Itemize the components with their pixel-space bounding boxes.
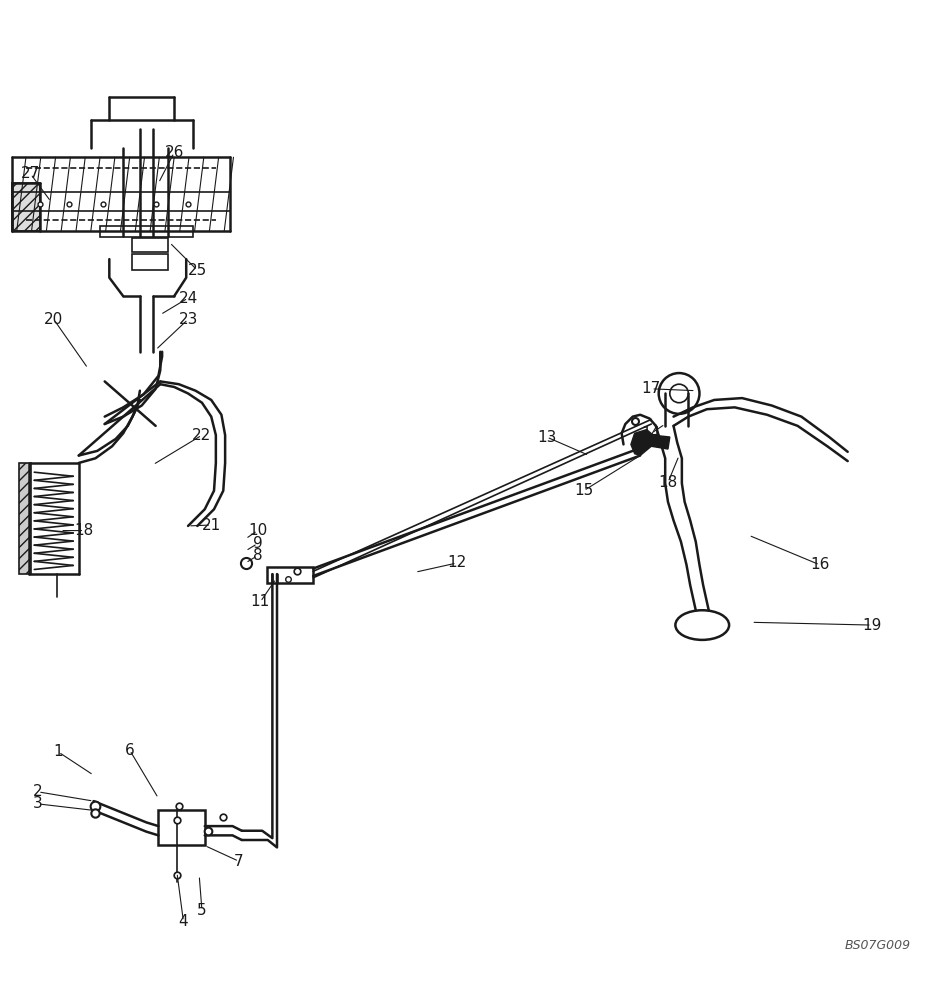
Text: 27: 27: [21, 166, 40, 181]
Text: 3: 3: [34, 796, 43, 811]
Text: 21: 21: [201, 518, 221, 533]
Text: 4: 4: [179, 914, 188, 929]
Text: 20: 20: [44, 312, 63, 327]
Text: 2: 2: [34, 784, 43, 799]
Text: 13: 13: [537, 430, 556, 445]
Text: 25: 25: [187, 263, 207, 278]
Text: 12: 12: [447, 555, 466, 570]
Text: 26: 26: [164, 145, 184, 160]
Polygon shape: [12, 183, 40, 231]
Text: 22: 22: [192, 428, 212, 443]
Text: 16: 16: [810, 557, 829, 572]
Polygon shape: [20, 463, 31, 574]
Text: 17: 17: [641, 381, 661, 396]
Text: 24: 24: [178, 291, 198, 306]
Text: 6: 6: [125, 743, 134, 758]
Text: BS07G009: BS07G009: [844, 939, 911, 952]
Text: 9: 9: [253, 536, 263, 551]
Polygon shape: [631, 430, 653, 456]
Text: 5: 5: [198, 903, 207, 918]
Text: 18: 18: [658, 475, 678, 490]
Text: 19: 19: [862, 618, 882, 633]
Text: 1: 1: [53, 744, 63, 759]
Text: 14: 14: [641, 426, 661, 441]
Text: 15: 15: [574, 483, 594, 498]
Polygon shape: [651, 435, 670, 449]
Text: 10: 10: [248, 523, 267, 538]
Text: 23: 23: [178, 312, 198, 327]
Text: 7: 7: [234, 854, 244, 869]
Text: 8: 8: [253, 548, 263, 563]
Text: 18: 18: [75, 523, 94, 538]
Text: 11: 11: [251, 594, 270, 609]
